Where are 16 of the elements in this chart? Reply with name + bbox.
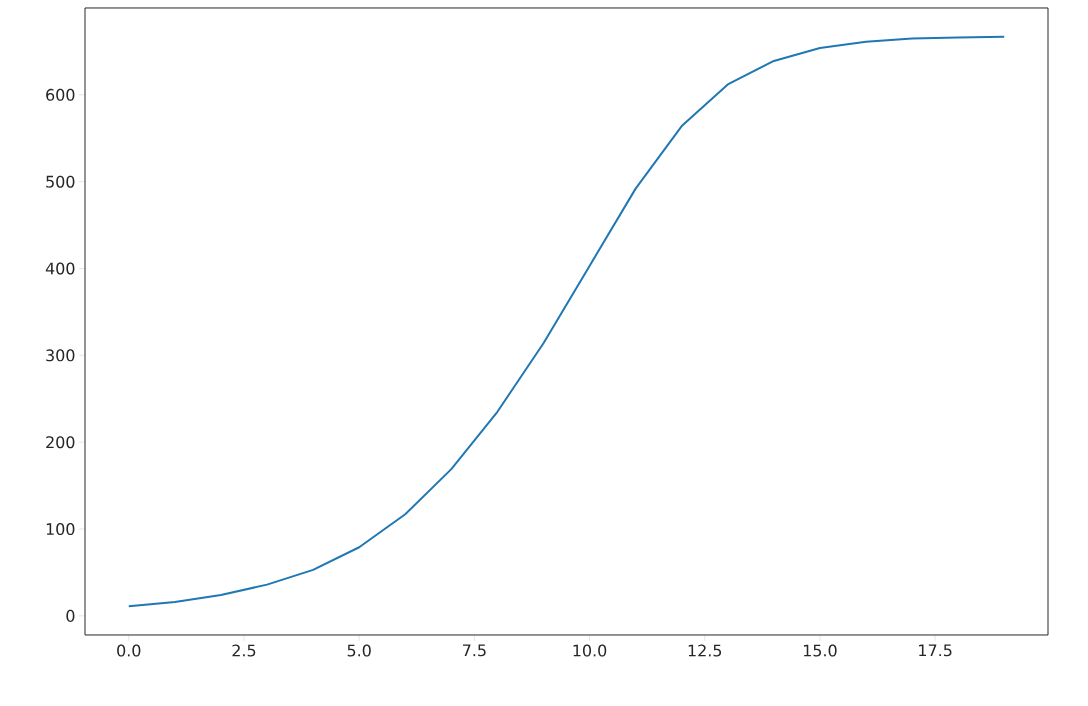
x-tick-label: 17.5 (919, 644, 952, 657)
y-tick-label: 500 (46, 175, 75, 188)
x-tick-label: 12.5 (688, 644, 722, 657)
x-tick-label: 7.5 (463, 644, 486, 657)
y-tick-label: 100 (46, 523, 75, 536)
y-tick-label: 300 (46, 349, 75, 362)
x-tick-label: 10.0 (573, 644, 607, 657)
line-series (127, 35, 1006, 608)
y-tick-label: 400 (45, 262, 75, 275)
x-tick-label: 0.0 (117, 644, 141, 657)
y-tick-label: 200 (46, 436, 75, 449)
y-tick-label: 600 (46, 88, 75, 101)
x-tick-label: 2.5 (232, 644, 256, 657)
x-tick-label: 15.0 (803, 644, 837, 657)
y-tick-label: 0 (66, 609, 75, 622)
x-tick-label: 5.0 (347, 644, 371, 657)
